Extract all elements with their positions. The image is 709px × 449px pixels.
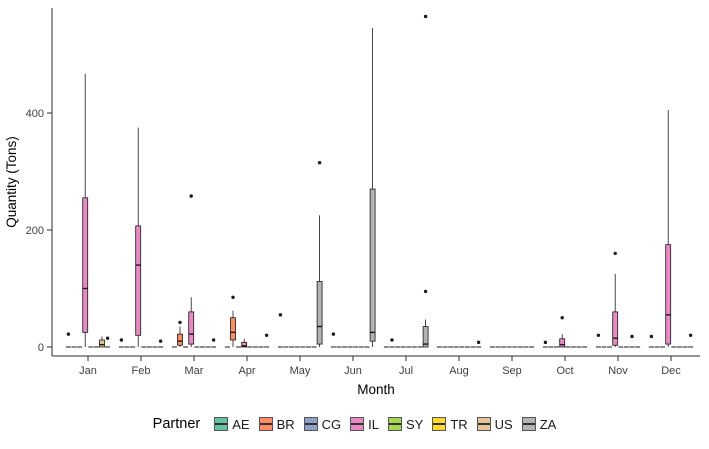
outlier-point: [613, 251, 617, 256]
legend-entry-label: IL: [368, 416, 379, 432]
outlier-point: [390, 338, 394, 342]
boxplot-canvas: 0 200 400 Jan Feb Mar Apr May Jun Jul Aug Sep Oct Nov…: [4, 8, 700, 397]
outlier-point: [560, 316, 564, 320]
x-tick-label: Dec: [661, 365, 681, 377]
legend-key-median-line: [215, 423, 228, 425]
x-axis-title: Month: [357, 382, 395, 397]
legend-title: Partner: [152, 416, 201, 432]
x-tick-label: Nov: [608, 365, 628, 377]
legend-entry-label: CG: [321, 416, 342, 432]
outlier-point: [317, 161, 322, 165]
legend-key-median-line: [388, 423, 401, 425]
legend-entry-label: AE: [232, 416, 250, 432]
x-tick-label: Oct: [556, 365, 573, 377]
x-tick-label: Jan: [79, 365, 97, 377]
legend-key-median-line: [477, 423, 490, 425]
y-tick-label: 200: [26, 225, 44, 237]
legend-key-median-line: [433, 423, 446, 425]
outlier-point: [105, 336, 110, 340]
legend-key-BR: [258, 417, 273, 431]
legend-key-median-line: [522, 423, 535, 425]
boxplot-box: [241, 341, 248, 348]
boxplot-box: [422, 326, 429, 348]
legend-key-AE: [214, 417, 229, 431]
legend: Partner AE BR CG IL SY TR US ZA: [0, 402, 709, 446]
legend-entry-SY: SY: [387, 416, 424, 432]
x-tick-label: May: [290, 365, 311, 377]
legend-entry-ZA: ZA: [521, 416, 557, 432]
outlier-point: [178, 320, 182, 325]
x-tick-label: Apr: [238, 365, 255, 377]
outlier-point: [423, 14, 428, 19]
legend-key-median-line: [259, 423, 272, 425]
outlier-point: [278, 313, 283, 317]
legend-entry-CG: CG: [303, 416, 342, 432]
legend-entry-label: ZA: [539, 416, 557, 432]
x-tick-label: Jun: [344, 365, 362, 377]
outlier-point: [189, 194, 193, 198]
x-tick-label: Feb: [132, 365, 151, 377]
boxplot-box: [99, 339, 105, 348]
legend-key-CG: [303, 417, 318, 431]
boxplot-box: [369, 188, 376, 342]
outlier-point: [211, 338, 216, 342]
outlier-point: [476, 340, 481, 345]
boxplot-box: [188, 311, 195, 345]
legend-entry-label: SY: [405, 416, 424, 432]
outlier-point: [231, 295, 235, 299]
legend-entry-IL: IL: [350, 417, 379, 432]
boxplot-box: [230, 317, 236, 341]
legend-entry-AE: AE: [214, 416, 250, 432]
outlier-point: [596, 333, 601, 337]
x-tick-label: Sep: [502, 365, 522, 377]
legend-entries: AE BR CG IL SY TR US ZA: [214, 417, 556, 432]
outlier-point: [331, 332, 336, 336]
boxplot-box: [82, 197, 89, 333]
boxplot-box: [559, 338, 566, 348]
outlier-point: [66, 332, 71, 336]
outlier-point: [543, 340, 548, 345]
legend-entry-BR: BR: [258, 416, 295, 432]
legend-entry-label: TR: [450, 416, 468, 432]
legend-key-SY: [387, 417, 402, 431]
legend-key-TR: [432, 417, 447, 431]
outlier-point: [688, 333, 693, 337]
x-tick-label: Mar: [185, 365, 204, 377]
boxplot-box: [612, 311, 619, 346]
boxplot-box: [665, 244, 672, 345]
outlier-point: [630, 334, 634, 339]
legend-entry-US: US: [476, 416, 513, 432]
legend-entry-TR: TR: [432, 416, 468, 432]
outlier-point: [119, 338, 124, 342]
y-tick-label: 0: [38, 342, 44, 354]
outlier-point: [423, 289, 428, 294]
legend-key-US: [476, 417, 491, 431]
legend-entry-label: BR: [276, 416, 295, 432]
legend-key-median-line: [351, 423, 364, 425]
legend-key-IL: [350, 417, 365, 431]
y-tick-label: 400: [26, 108, 44, 120]
outlier-point: [158, 339, 163, 343]
boxplot-box: [135, 225, 142, 336]
legend-entry-label: US: [494, 416, 513, 432]
x-tick-label: Jul: [399, 365, 413, 377]
legend-key-median-line: [304, 423, 317, 425]
outlier-point: [649, 334, 654, 339]
legend-key-ZA: [521, 417, 536, 431]
y-axis-title: Quantity (Tons): [4, 136, 19, 228]
boxplot-box: [316, 281, 323, 345]
outlier-point: [264, 333, 269, 337]
x-tick-label: Aug: [449, 365, 469, 377]
boxplot-box: [177, 333, 183, 346]
